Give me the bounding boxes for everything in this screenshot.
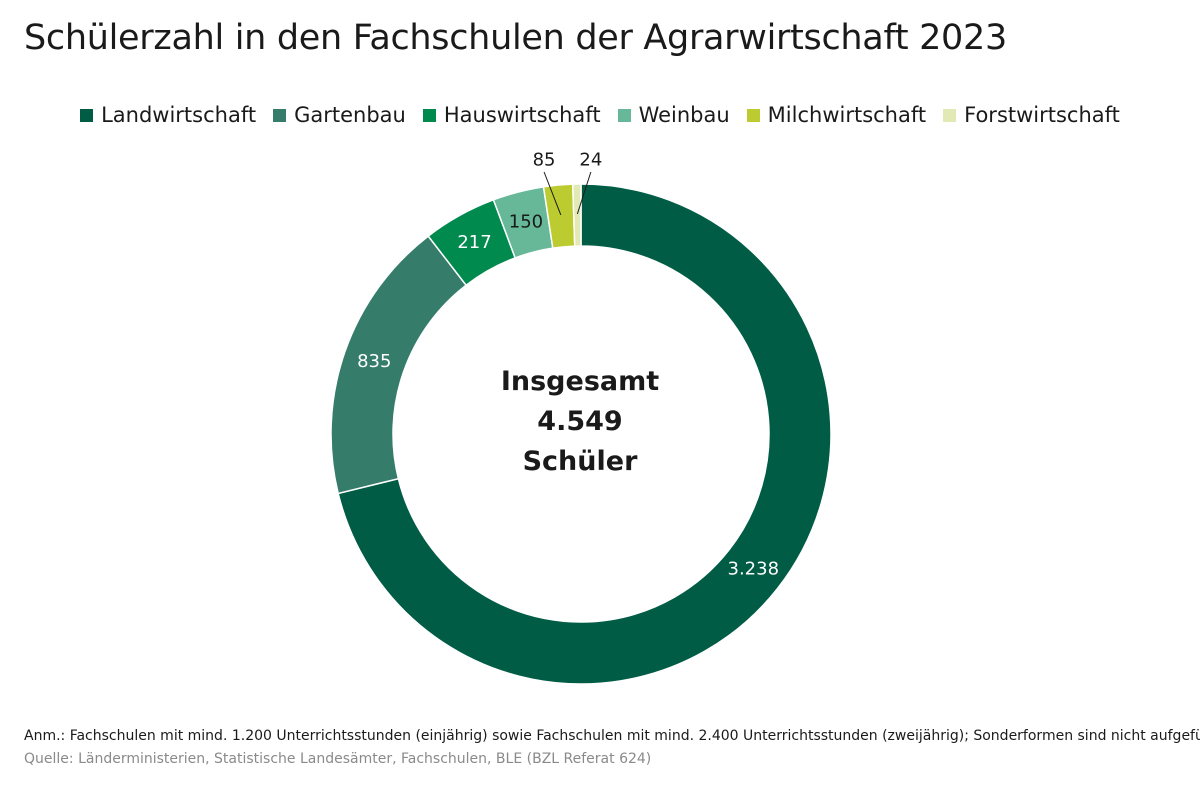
slice-value-label-gartenbau: 835 xyxy=(357,351,391,372)
legend-swatch xyxy=(80,108,94,122)
legend-label: Forstwirtschaft xyxy=(964,103,1120,127)
donut-slice-landwirtschaft xyxy=(337,183,832,685)
legend-label: Landwirtschaft xyxy=(101,103,257,127)
footnote: Anm.: Fachschulen mit mind. 1.200 Unterr… xyxy=(24,728,1200,744)
legend-item-hauswirtschaft: Hauswirtschaft xyxy=(422,103,601,127)
slice-value-label-milchwirtschaft: 85 xyxy=(533,150,556,171)
center-total-value: 4.549 xyxy=(537,406,623,437)
leader-line-milchwirtschaft xyxy=(543,171,562,216)
donut-slice-forstwirtschaft xyxy=(571,183,582,247)
legend-item-forstwirtschaft: Forstwirtschaft xyxy=(943,103,1120,127)
legend-label: Weinbau xyxy=(638,103,730,127)
legend-swatch xyxy=(746,108,760,122)
legend-swatch xyxy=(617,108,631,122)
slice-value-label-weinbau: 150 xyxy=(509,212,543,233)
source-note: Quelle: Länderministerien, Statistische … xyxy=(24,751,652,767)
legend-item-gartenbau: Gartenbau xyxy=(273,103,406,127)
slice-value-label-landwirtschaft: 3.238 xyxy=(728,559,780,580)
chart-legend: Landwirtschaft Gartenbau Hauswirtschaft Wei… xyxy=(0,103,1200,127)
center-total-label: Insgesamt 4.549 Schüler xyxy=(430,362,730,482)
legend-swatch xyxy=(943,108,957,122)
legend-swatch xyxy=(273,108,287,122)
slice-value-label-hauswirtschaft: 217 xyxy=(457,232,491,253)
leader-line-forstwirtschaft xyxy=(576,171,592,215)
legend-item-weinbau: Weinbau xyxy=(617,103,730,127)
legend-item-milchwirtschaft: Milchwirtschaft xyxy=(746,103,927,127)
legend-label: Gartenbau xyxy=(294,103,406,127)
center-total-caption: Insgesamt xyxy=(500,366,660,397)
legend-swatch xyxy=(422,108,436,122)
legend-item-landwirtschaft: Landwirtschaft xyxy=(80,103,256,127)
legend-label: Hauswirtschaft xyxy=(443,103,601,127)
legend-label: Milchwirtschaft xyxy=(767,103,927,127)
slice-value-label-forstwirtschaft: 24 xyxy=(579,150,602,171)
chart-title: Schülerzahl in den Fachschulen der Agrar… xyxy=(24,18,1007,58)
center-total-unit: Schüler xyxy=(522,446,638,477)
